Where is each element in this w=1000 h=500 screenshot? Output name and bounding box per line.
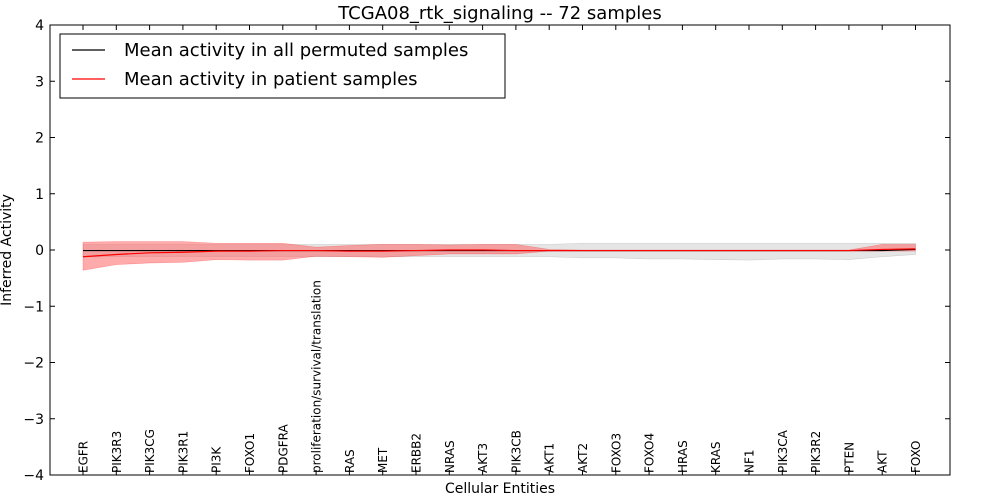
y-tick-label: 4: [35, 18, 44, 34]
x-tick-label: PIK3CG: [143, 429, 157, 473]
x-tick-label: RAS: [343, 449, 357, 473]
x-tick-label: HRAS: [676, 440, 690, 473]
y-axis-label: Inferred Activity: [0, 194, 15, 306]
x-tick-label: FOXO: [909, 441, 923, 473]
x-tick-label: FOXO1: [243, 433, 257, 473]
x-tick-label: FOXO3: [609, 433, 623, 473]
x-tick-label: NF1: [743, 449, 757, 473]
x-tick-label: ERBB2: [410, 433, 424, 473]
y-tick-label: 3: [35, 74, 44, 90]
x-tick-label: EGFR: [77, 441, 91, 473]
x-tick-label: MET: [376, 447, 390, 473]
x-tick-label: PIK3R3: [110, 431, 124, 473]
x-tick-label: proliferation/survival/translation: [310, 280, 324, 473]
x-tick-label: PIK3CB: [509, 430, 523, 473]
x-tick-label: NRAS: [443, 440, 457, 473]
y-tick-label: 1: [35, 187, 44, 203]
x-tick-label: PTEN: [842, 442, 856, 473]
y-tick-label: 2: [35, 131, 44, 147]
y-axis: 4 3 2 1 0 −1 −2 −3 −4: [23, 18, 950, 484]
band-patient: [82, 241, 916, 271]
x-tick-label: PIK3CA: [776, 429, 790, 473]
x-tick-label: FOXO4: [643, 433, 657, 473]
series-lines: [82, 248, 916, 258]
x-tick-label: PDGFRA: [276, 423, 290, 473]
x-tick-label: PI3K: [210, 446, 224, 473]
x-tick-label: KRAS: [709, 441, 723, 473]
x-tick-label: PIK3R1: [176, 431, 190, 473]
x-tick-label: AKT3: [476, 443, 490, 473]
y-tick-label: −3: [23, 412, 44, 428]
line-patient: [82, 248, 916, 258]
legend-box: [59, 33, 506, 99]
chart-title: TCGA08_rtk_signaling -- 72 samples: [337, 3, 662, 24]
x-tick-label: AKT1: [543, 443, 557, 473]
x-tick-label: PIK3R2: [809, 431, 823, 473]
x-axis-label: Cellular Entities: [445, 481, 555, 497]
x-axis: EGFR PIK3R3 PIK3CG PIK3R1 PI3K FOXO1 PDGFRA pro…: [77, 25, 923, 475]
y-tick-label: 0: [35, 243, 44, 259]
legend-label-patient: Mean activity in patient samples: [124, 69, 418, 90]
x-tick-label: AKT2: [576, 443, 590, 473]
y-tick-label: −4: [23, 468, 44, 484]
y-tick-label: −2: [23, 356, 44, 372]
legend: Mean activity in all permuted samples Mea…: [59, 33, 506, 99]
confidence-bands: [82, 241, 916, 271]
legend-label-permuted: Mean activity in all permuted samples: [124, 40, 468, 61]
x-tick-label: AKT: [876, 450, 890, 473]
y-tick-label: −1: [23, 299, 44, 315]
